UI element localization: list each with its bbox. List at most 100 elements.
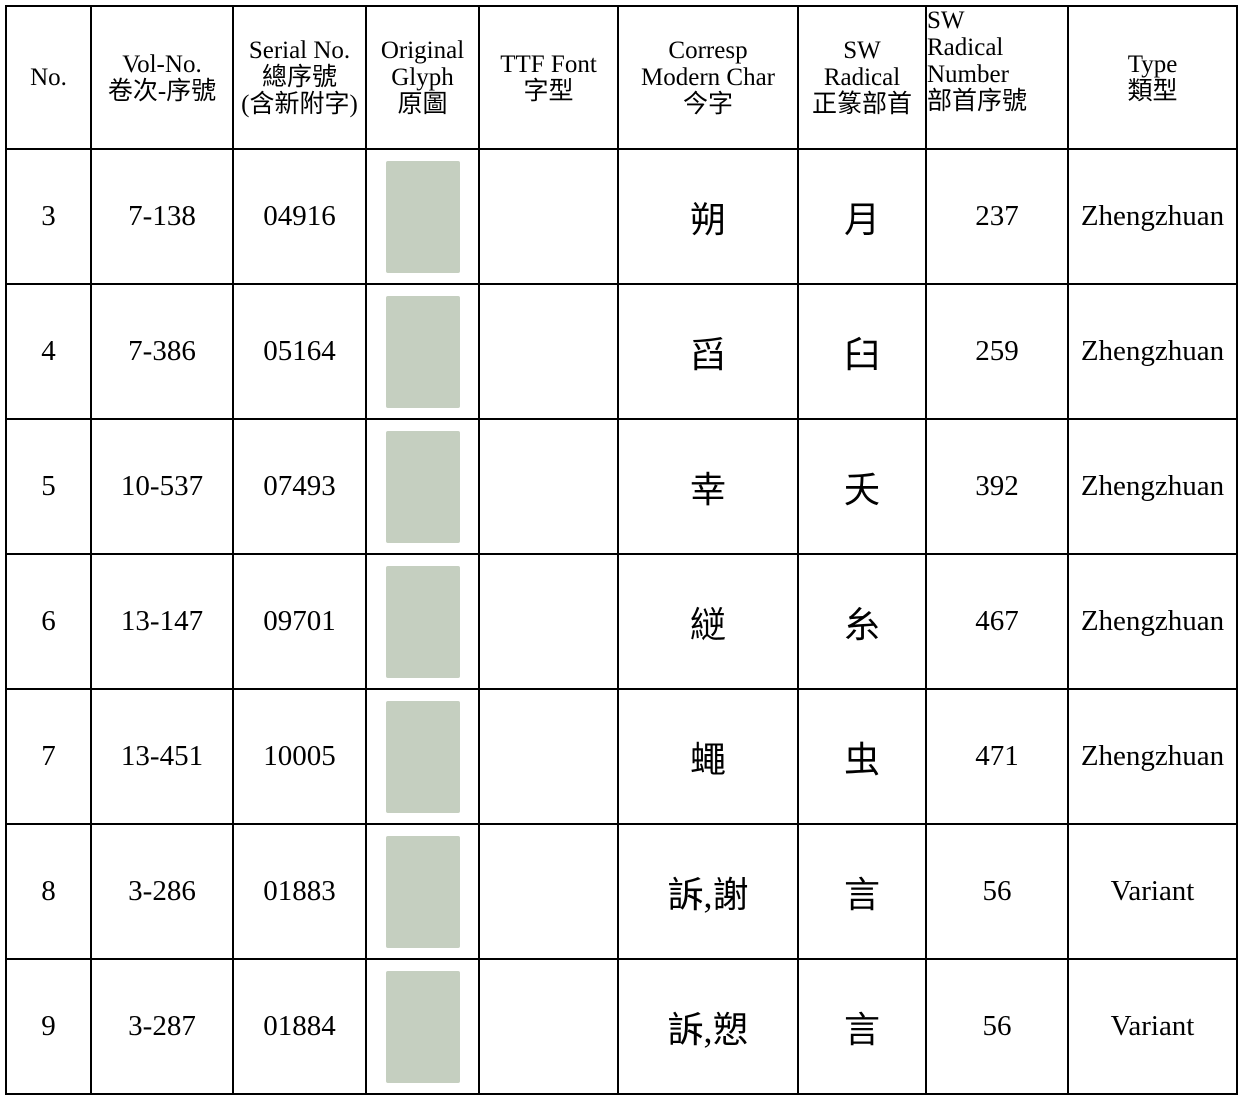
ttf-glyph — [512, 971, 586, 1083]
cell: 訴,謝 — [617, 823, 799, 960]
original-glyph-image — [385, 700, 460, 813]
header-text: SW — [927, 7, 965, 34]
original-glyph-image — [385, 160, 460, 273]
cell: Zhengzhuan — [1067, 283, 1238, 420]
glyph-table: No. Vol-No. 卷次-序號 Serial No. 總序號 (含新附字) Origin… — [5, 5, 1238, 1095]
cell: Variant — [1067, 958, 1238, 1095]
header-text: SW — [843, 37, 881, 64]
cell: 07493 — [232, 418, 367, 555]
cell: 4 — [5, 283, 92, 420]
cell: 392 — [925, 418, 1069, 555]
cell: 237 — [925, 148, 1069, 285]
header-text: Number — [927, 61, 1009, 88]
cell: 3-287 — [90, 958, 234, 1095]
original-glyph-cell — [365, 148, 480, 285]
header-cell: Vol-No. 卷次-序號 — [90, 5, 234, 150]
header-cell: Serial No. 總序號 (含新附字) — [232, 5, 367, 150]
original-glyph-cell — [365, 553, 480, 690]
cell: 舀 — [617, 283, 799, 420]
header-text: Glyph — [391, 64, 454, 91]
ttf-glyph — [512, 701, 586, 813]
cell: 6 — [5, 553, 92, 690]
cell: 01883 — [232, 823, 367, 960]
header-text: 類型 — [1127, 77, 1178, 105]
cell: 言 — [797, 958, 927, 1095]
table-body: 3 7-138 04916 朔月 237 Zhengzhuan 4 7-386 05164 舀臼 2… — [5, 148, 1238, 1095]
header-text: 總序號 — [261, 64, 337, 91]
cell: 9 — [5, 958, 92, 1095]
table-row: 8 3-286 01883 訴,謝言 56 Variant — [5, 823, 1238, 960]
ttf-glyph — [512, 161, 586, 273]
header-cell: Type 類型 — [1067, 5, 1238, 150]
header-text: Vol-No. — [122, 50, 202, 78]
header-text: 卷次-序號 — [107, 77, 217, 105]
ttf-glyph-cell — [478, 283, 619, 420]
cell: 幸 — [617, 418, 799, 555]
ttf-glyph-cell — [478, 148, 619, 285]
header-text: 字型 — [523, 77, 574, 105]
ttf-glyph-cell — [478, 418, 619, 555]
cell: 7 — [5, 688, 92, 825]
table-row: 9 3-287 01884 訴,愬言 56 Variant — [5, 958, 1238, 1095]
header-text: Serial No. — [248, 37, 351, 64]
cell: Zhengzhuan — [1067, 418, 1238, 555]
cell: 09701 — [232, 553, 367, 690]
ttf-glyph-cell — [478, 688, 619, 825]
cell: 10005 — [232, 688, 367, 825]
header-text: Radical — [823, 64, 901, 91]
cell: 13-451 — [90, 688, 234, 825]
cell: 5 — [5, 418, 92, 555]
table-row: 5 10-537 07493 幸夭 392 Zhengzhuan — [5, 418, 1238, 555]
cell: 月 — [797, 148, 927, 285]
header-cell: Corresp Modern Char 今字 — [617, 5, 799, 150]
cell: 虫 — [797, 688, 927, 825]
original-glyph-image — [385, 970, 460, 1083]
header-text: TTF Font — [500, 50, 597, 78]
cell: 56 — [925, 823, 1069, 960]
cell: 3 — [5, 148, 92, 285]
ttf-glyph-cell — [478, 823, 619, 960]
header-cell: Original Glyph 原圖 — [365, 5, 480, 150]
header-cell: TTF Font 字型 — [478, 5, 619, 150]
cell: 縌 — [617, 553, 799, 690]
table-row: 7 13-451 10005 蠅虫 471 Zhengzhuan — [5, 688, 1238, 825]
cell: 13-147 — [90, 553, 234, 690]
cell: 7-386 — [90, 283, 234, 420]
cell: 471 — [925, 688, 1069, 825]
original-glyph-cell — [365, 418, 480, 555]
header-text: Corresp — [668, 37, 748, 64]
cell: 10-537 — [90, 418, 234, 555]
cell: 朔 — [617, 148, 799, 285]
ttf-glyph — [512, 836, 586, 948]
ttf-glyph — [512, 296, 586, 408]
original-glyph-image — [385, 430, 460, 543]
header-text: Radical — [927, 34, 1004, 61]
cell: 01884 — [232, 958, 367, 1095]
ttf-glyph — [512, 431, 586, 543]
cell: Zhengzhuan — [1067, 148, 1238, 285]
cell: 05164 — [232, 283, 367, 420]
cell: 言 — [797, 823, 927, 960]
cell: 夭 — [797, 418, 927, 555]
table-row: 3 7-138 04916 朔月 237 Zhengzhuan — [5, 148, 1238, 285]
cell: 蠅 — [617, 688, 799, 825]
original-glyph-image — [385, 835, 460, 948]
header-text: Type — [1127, 50, 1178, 78]
original-glyph-image — [385, 295, 460, 408]
cell: 56 — [925, 958, 1069, 1095]
original-glyph-image — [385, 565, 460, 678]
header-text: Modern Char — [641, 64, 775, 91]
header-text: Original — [380, 37, 465, 64]
header-text: 原圖 — [397, 91, 448, 118]
original-glyph-cell — [365, 283, 480, 420]
ttf-glyph — [512, 566, 586, 678]
cell: 訴,愬 — [617, 958, 799, 1095]
cell: Zhengzhuan — [1067, 688, 1238, 825]
cell: Zhengzhuan — [1067, 553, 1238, 690]
cell: 7-138 — [90, 148, 234, 285]
cell: 04916 — [232, 148, 367, 285]
header-text: 今字 — [682, 91, 733, 118]
cell: 8 — [5, 823, 92, 960]
cell: Variant — [1067, 823, 1238, 960]
table-row: 4 7-386 05164 舀臼 259 Zhengzhuan — [5, 283, 1238, 420]
